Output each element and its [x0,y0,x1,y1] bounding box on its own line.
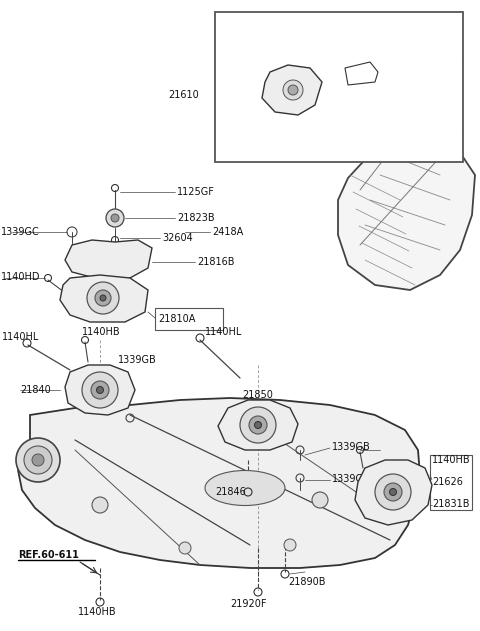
Text: 21626: 21626 [432,477,463,487]
Circle shape [288,85,298,95]
Circle shape [111,214,119,222]
Circle shape [249,416,267,434]
Circle shape [87,282,119,314]
Circle shape [24,446,52,474]
Circle shape [240,407,276,443]
Text: 21831B: 21831B [432,499,469,509]
Circle shape [92,497,108,513]
Text: 21617: 21617 [290,27,321,37]
Circle shape [284,539,296,551]
Text: 1339GB: 1339GB [332,442,371,452]
Polygon shape [18,398,420,568]
Circle shape [106,209,124,227]
Text: 2418A: 2418A [212,227,243,237]
Circle shape [95,290,111,306]
Text: 21810A: 21810A [158,314,195,324]
Polygon shape [338,135,475,290]
Text: 39251D: 39251D [348,57,386,67]
Text: 1339GB: 1339GB [118,355,157,365]
Text: 1140HB: 1140HB [432,455,470,465]
Bar [215,12,463,162]
Text: 1140AP: 1140AP [254,135,291,145]
Circle shape [312,492,328,508]
Circle shape [384,483,402,501]
Text: 1140HB: 1140HB [78,607,117,617]
Circle shape [389,488,396,495]
Ellipse shape [205,471,285,505]
Polygon shape [355,460,432,525]
Text: 1125GF: 1125GF [177,187,215,197]
Polygon shape [65,240,152,278]
Polygon shape [60,275,148,322]
Circle shape [283,80,303,100]
Text: 21816B: 21816B [197,257,235,267]
Text: 1140HL: 1140HL [205,327,242,337]
Circle shape [254,422,262,428]
Polygon shape [65,365,135,415]
Polygon shape [262,65,322,115]
Text: 32604: 32604 [162,233,193,243]
Circle shape [16,438,60,482]
Text: 1140HL: 1140HL [2,332,39,342]
Polygon shape [218,400,298,450]
Text: 1140HD: 1140HD [1,272,40,282]
Circle shape [100,295,106,301]
Text: 21840: 21840 [20,385,51,395]
Circle shape [179,542,191,554]
Text: 1140HB: 1140HB [82,327,120,337]
Text: 21610: 21610 [168,90,199,100]
Circle shape [96,387,104,394]
Bar [155,308,223,330]
Text: 21614: 21614 [258,75,289,85]
Circle shape [375,474,411,510]
Text: 1339GC: 1339GC [332,474,371,484]
Text: 1339GC: 1339GC [1,227,40,237]
Bar [430,455,472,510]
Text: 21920F: 21920F [230,599,266,609]
Text: REF.60-611: REF.60-611 [18,550,79,560]
Circle shape [32,454,44,466]
Text: 1140FY: 1140FY [365,27,401,37]
Text: 21611B: 21611B [268,45,305,55]
Text: 21850: 21850 [242,390,274,400]
Text: 21890B: 21890B [288,577,325,587]
Text: 21846: 21846 [215,487,246,497]
Circle shape [82,372,118,408]
Text: 21823B: 21823B [177,213,215,223]
Circle shape [91,381,109,399]
